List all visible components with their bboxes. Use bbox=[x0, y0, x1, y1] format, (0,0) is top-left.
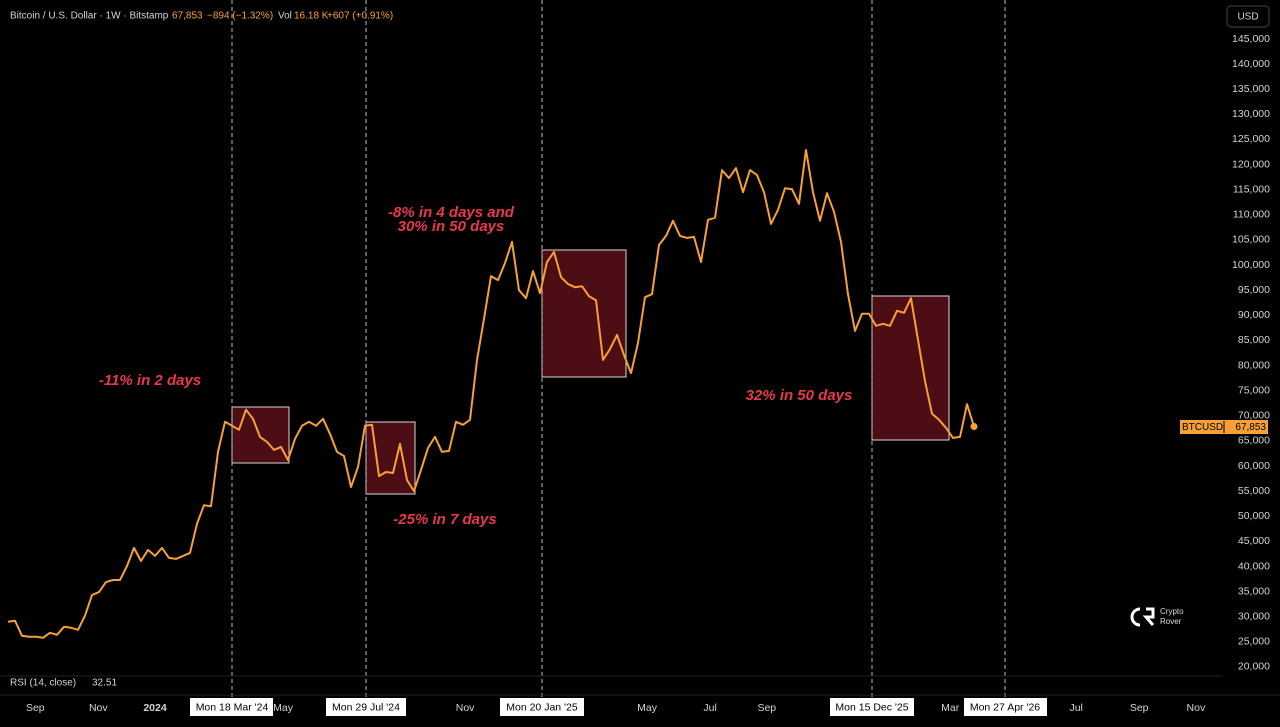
x-tick-label: May bbox=[637, 702, 658, 714]
vol: 16.18 K bbox=[294, 11, 329, 22]
y-tick-label: 70,000 bbox=[1238, 410, 1270, 422]
y-tick-label: 145,000 bbox=[1232, 33, 1270, 45]
date-marker bbox=[830, 698, 914, 716]
y-tick-label: 25,000 bbox=[1238, 636, 1270, 648]
y-tick-label: 90,000 bbox=[1238, 309, 1270, 321]
y-tick-label: 130,000 bbox=[1232, 108, 1270, 120]
highlight-box bbox=[541, 249, 627, 378]
y-tick-label: 20,000 bbox=[1238, 661, 1270, 673]
symbol: Bitcoin / U.S. Dollar · 1W · Bitstamp bbox=[10, 11, 169, 22]
x-tick-label: Sep bbox=[1130, 702, 1149, 714]
date-marker-label: Mon 27 Apr '26 bbox=[970, 701, 1040, 713]
x-tick-label: Sep bbox=[26, 702, 45, 714]
y-tick-label: 110,000 bbox=[1233, 209, 1270, 221]
x-tick-label: Jul bbox=[1069, 702, 1082, 714]
y-tick-label: 40,000 bbox=[1238, 560, 1270, 572]
annotation: -25% in 7 days bbox=[393, 511, 496, 528]
annotation: 32% in 50 days bbox=[746, 387, 853, 404]
y-tick-label: 55,000 bbox=[1238, 485, 1270, 497]
date-marker-label: Mon 15 Dec '25 bbox=[835, 701, 908, 713]
x-tick-label: Sep bbox=[757, 702, 776, 714]
y-tick-label: 125,000 bbox=[1232, 133, 1270, 145]
annotation: -11% in 2 days bbox=[99, 372, 201, 389]
x-tick-label: Nov bbox=[1187, 702, 1206, 714]
y-tick-label: 135,000 bbox=[1232, 83, 1270, 95]
y-tick-label: 100,000 bbox=[1232, 259, 1270, 271]
y-tick-label: 75,000 bbox=[1238, 384, 1270, 396]
vol-change: +607 (+0.91%) bbox=[327, 11, 393, 22]
y-tick-label: 65,000 bbox=[1238, 435, 1270, 447]
price-tag-value: 67,853 bbox=[1235, 422, 1266, 433]
x-tick-label: 2024 bbox=[143, 702, 167, 714]
y-tick-label: 85,000 bbox=[1238, 334, 1270, 346]
y-tick-label: 80,000 bbox=[1238, 359, 1270, 371]
y-tick-label: 50,000 bbox=[1238, 510, 1270, 522]
y-tick-label: 30,000 bbox=[1238, 611, 1270, 623]
close: 67,853 bbox=[172, 11, 203, 22]
change: −894 (−1.32%) bbox=[207, 11, 273, 22]
y-tick-label: 115,000 bbox=[1233, 183, 1270, 195]
price-line bbox=[7, 149, 975, 639]
currency[interactable]: USD bbox=[1237, 12, 1258, 23]
highlight-box bbox=[871, 295, 950, 441]
watermark: Rover bbox=[1160, 617, 1182, 626]
currency-button[interactable] bbox=[1226, 5, 1270, 28]
y-tick-label: 95,000 bbox=[1238, 284, 1270, 296]
last-point bbox=[970, 423, 978, 431]
highlight-box bbox=[231, 406, 290, 464]
annotation: -8% in 4 days and bbox=[388, 204, 515, 221]
date-marker bbox=[964, 698, 1047, 716]
date-marker bbox=[500, 698, 584, 716]
x-tick-label: Jul bbox=[703, 702, 716, 714]
date-marker bbox=[326, 698, 406, 716]
date-marker-label: Mon 20 Jan '25 bbox=[506, 701, 578, 713]
y-tick-label: 35,000 bbox=[1238, 585, 1270, 597]
y-tick-label: 120,000 bbox=[1232, 158, 1270, 170]
price-tag-symbol: BTCUSD bbox=[1182, 422, 1223, 433]
date-marker-label: Mon 29 Jul '24 bbox=[332, 701, 400, 713]
y-tick-label: 45,000 bbox=[1238, 535, 1270, 547]
indicator-value: 32.51 bbox=[92, 678, 117, 689]
y-tick-label: 140,000 bbox=[1232, 58, 1270, 70]
watermark: Crypto bbox=[1160, 607, 1184, 616]
x-tick-label: Nov bbox=[89, 702, 108, 714]
y-tick-label: 60,000 bbox=[1238, 460, 1270, 472]
indicator: RSI (14, close) bbox=[10, 678, 76, 689]
vol-label: Vol bbox=[278, 11, 292, 22]
logo bbox=[1130, 607, 1155, 627]
y-tick-label: 105,000 bbox=[1232, 234, 1270, 246]
annotation: 30% in 50 days bbox=[398, 218, 505, 235]
date-marker-label: Mon 18 Mar '24 bbox=[196, 701, 269, 713]
date-marker bbox=[190, 698, 273, 716]
x-tick-label: May bbox=[273, 702, 294, 714]
x-tick-label: Mar bbox=[941, 702, 960, 714]
x-tick-label: Nov bbox=[456, 702, 475, 714]
